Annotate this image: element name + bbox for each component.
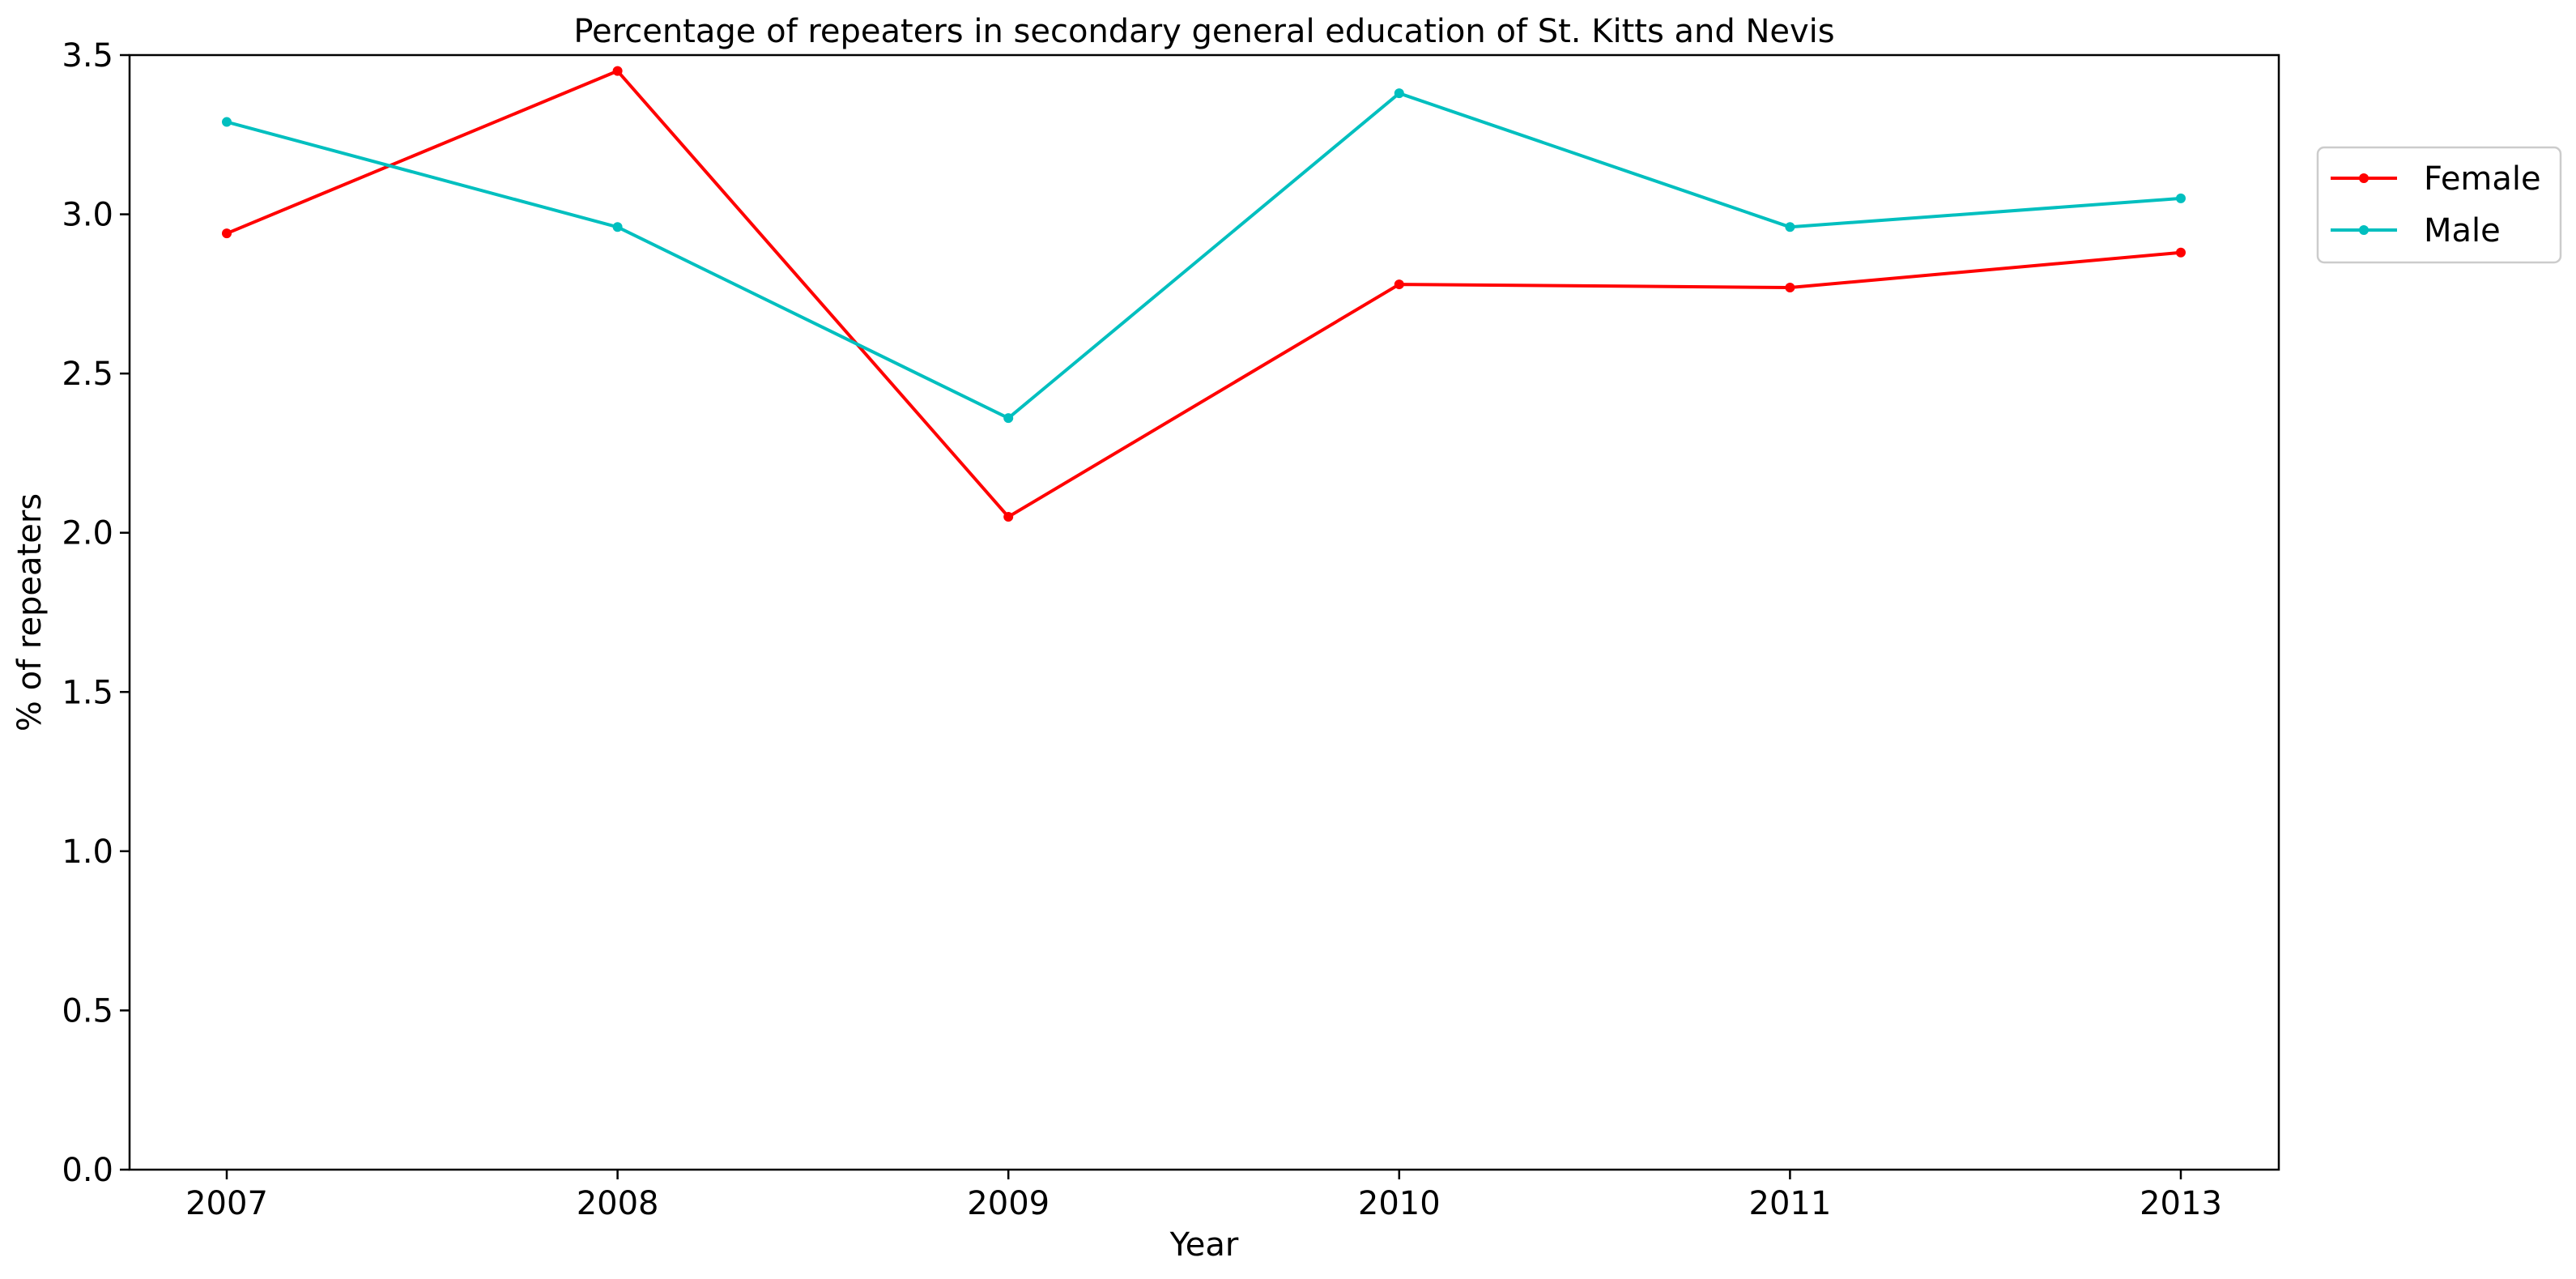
data-point-male [1394, 88, 1404, 99]
data-point-male [612, 222, 623, 232]
y-tick-label: 1.0 [62, 833, 113, 871]
y-tick-label: 3.0 [62, 197, 113, 234]
data-point-female [612, 66, 623, 76]
data-point-male [2176, 193, 2186, 203]
legend-box [2316, 146, 2562, 264]
x-axis: 2007 2008 2009 2010 2011 2013 [185, 1170, 2222, 1222]
y-axis: 0.0 0.5 1.0 1.5 2.0 2.5 3.0 3.5 [62, 37, 130, 1189]
y-axis-label: % of repeaters [11, 493, 49, 731]
data-point-male [222, 117, 232, 127]
series-line-female [226, 69, 2182, 519]
x-tick-label: 2007 [185, 1185, 268, 1222]
data-point-female [1394, 279, 1404, 290]
data-point-female [2176, 247, 2186, 258]
series-layer [222, 66, 2186, 522]
data-point-female [1785, 282, 1795, 292]
y-tick-label: 1.5 [62, 674, 113, 711]
y-tick-label: 0.0 [62, 1152, 113, 1189]
data-point-male [1003, 413, 1014, 424]
legend: Female Male [2316, 146, 2562, 264]
x-tick-label: 2011 [1749, 1185, 1832, 1222]
plot-area [128, 53, 2280, 1171]
x-tick-label: 2009 [967, 1185, 1050, 1222]
data-point-female [222, 228, 232, 239]
chart-title: Percentage of repeaters in secondary gen… [573, 13, 1834, 50]
x-axis-label: Year [1169, 1226, 1239, 1264]
data-point-female [1003, 512, 1014, 522]
legend-label-male: Male [2424, 212, 2501, 249]
x-tick-label: 2010 [1358, 1185, 1441, 1222]
y-tick-label: 2.5 [62, 356, 113, 393]
data-point-male [1785, 222, 1795, 232]
y-tick-label: 3.5 [62, 37, 113, 75]
legend-marker-female [2359, 173, 2369, 183]
x-tick-label: 2008 [577, 1185, 659, 1222]
series-line-male [226, 92, 2182, 420]
y-tick-label: 0.5 [62, 992, 113, 1030]
legend-marker-male [2359, 225, 2369, 235]
legend-label-female: Female [2424, 160, 2541, 198]
x-tick-label: 2013 [2140, 1185, 2222, 1222]
y-tick-label: 2.0 [62, 515, 113, 552]
